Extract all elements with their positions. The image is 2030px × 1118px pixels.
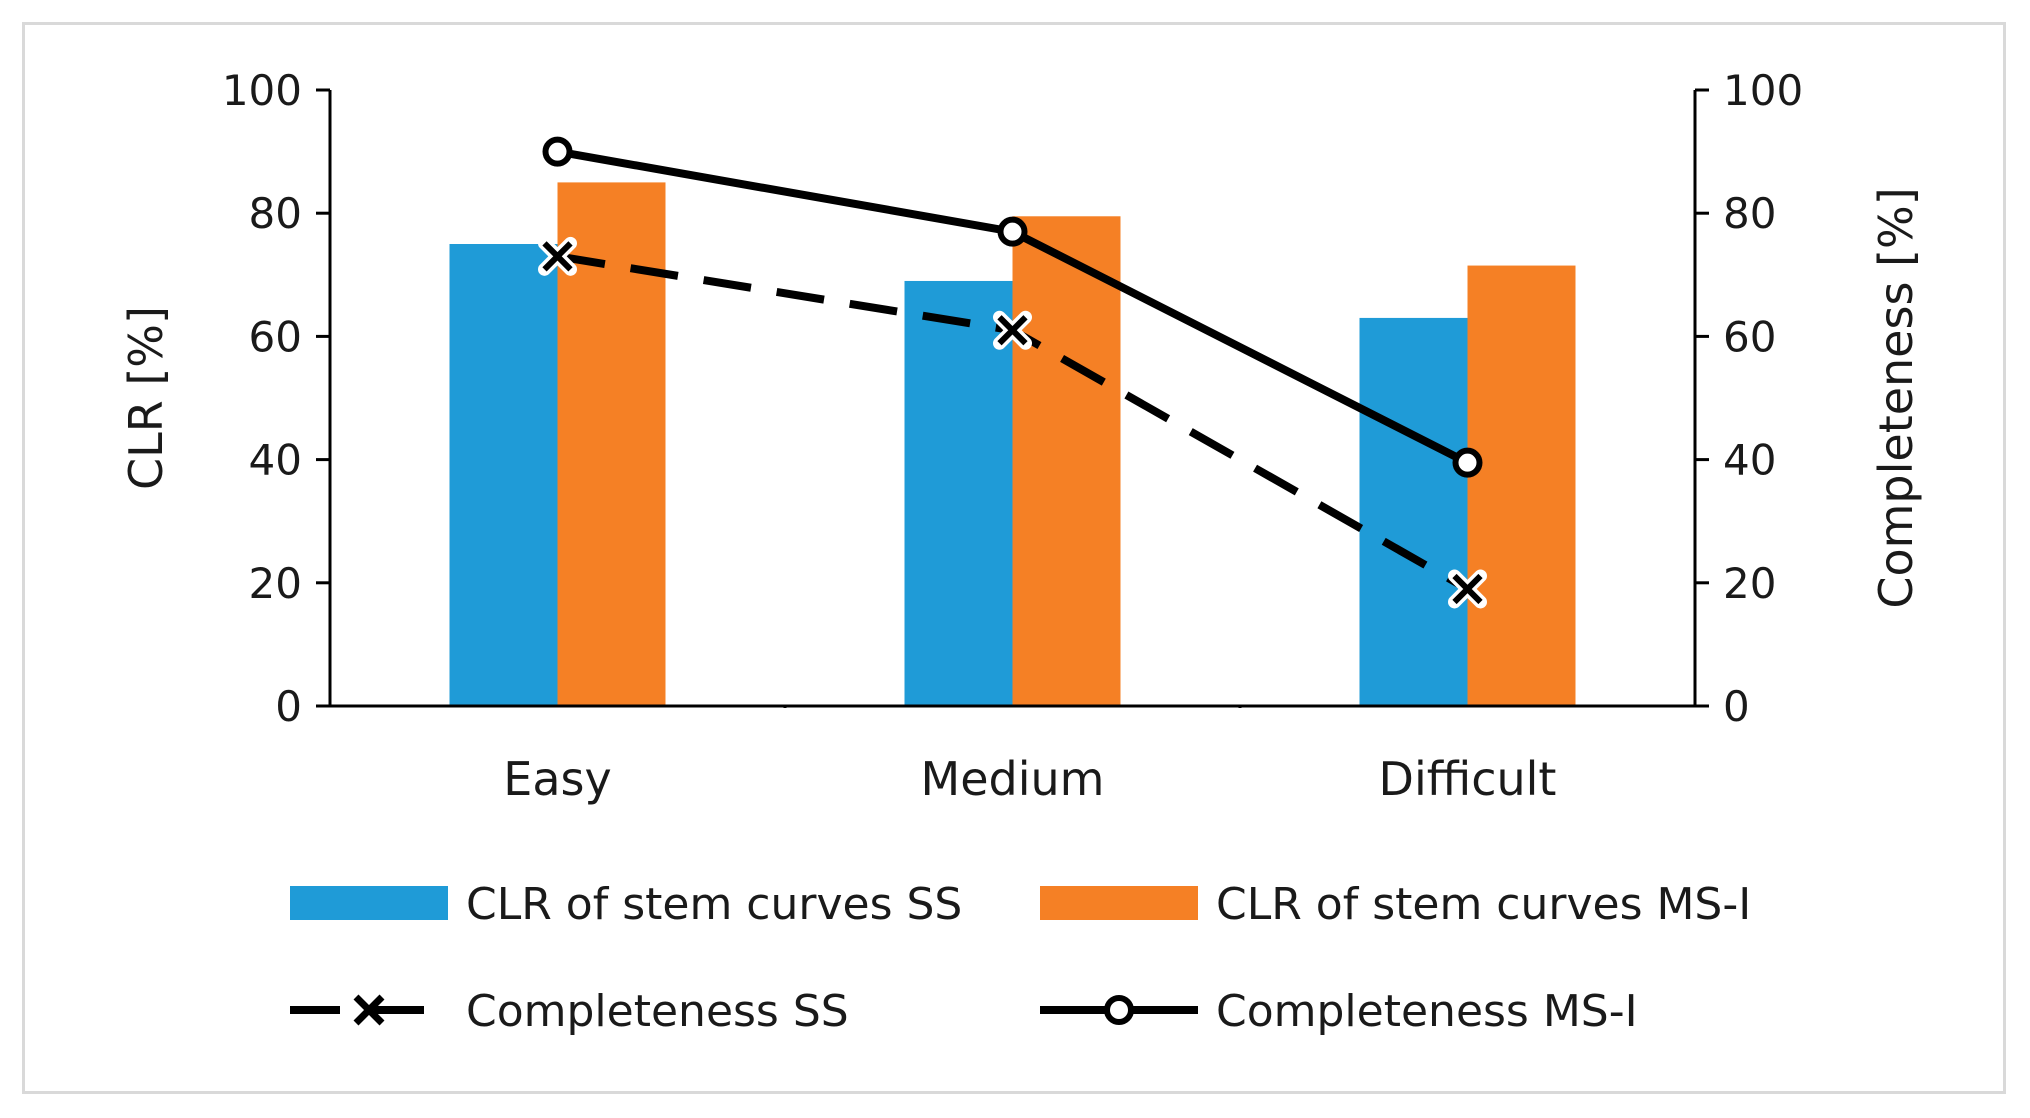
marker-x-ss-medium [997, 315, 1028, 346]
legend-item-clr-ss-swatch [290, 886, 448, 920]
x-tick-label-easy: Easy [503, 752, 611, 806]
y-tick-label: 100 [222, 66, 302, 115]
x-tick-label-difficult: Difficult [1379, 752, 1557, 806]
y2-tick-label: 100 [1723, 66, 1803, 115]
y2-tick-label: 20 [1723, 559, 1776, 608]
y2-tick-label: 40 [1723, 436, 1776, 485]
y2-tick-label: 80 [1723, 189, 1776, 238]
y-axis-title: CLR [%] [119, 306, 173, 490]
y-tick-label: 40 [249, 436, 302, 485]
legend-item-completeness-ss-label: Completeness SS [466, 986, 849, 1037]
legend-item-clr-msi-swatch [1040, 886, 1198, 920]
bar-ss-easy [449, 244, 558, 706]
legend-item-completeness-msi-label: Completeness MS-I [1216, 986, 1638, 1037]
legend-item-completeness-msi-marker [1104, 995, 1134, 1025]
marker-circle-msi-difficult [1452, 447, 1483, 478]
x-tick-label-medium: Medium [921, 752, 1105, 806]
legend-item-clr-msi-label: CLR of stem curves MS-I [1216, 879, 1751, 930]
bar-ss-medium [904, 280, 1013, 706]
y2-tick-label: 0 [1723, 682, 1750, 731]
y-tick-label: 80 [249, 189, 302, 238]
bar-msi-difficult [1467, 265, 1576, 706]
bar-msi-medium [1012, 216, 1121, 706]
legend-item-clr-ss-label: CLR of stem curves SS [466, 879, 962, 930]
bar-ss-difficult [1359, 317, 1468, 706]
y-tick-label: 0 [275, 682, 302, 731]
marker-circle-msi-medium [997, 216, 1028, 247]
y-tick-label: 20 [249, 559, 302, 608]
marker-circle-msi-easy [542, 136, 573, 167]
y2-tick-label: 60 [1723, 312, 1776, 361]
marker-x-ss-difficult [1452, 573, 1483, 605]
y2-axis-title: Completeness [%] [1869, 187, 1923, 608]
marker-x-ss-easy [542, 241, 573, 272]
legend-item-completeness-ss-marker [353, 994, 385, 1026]
y-tick-label: 60 [249, 312, 302, 361]
